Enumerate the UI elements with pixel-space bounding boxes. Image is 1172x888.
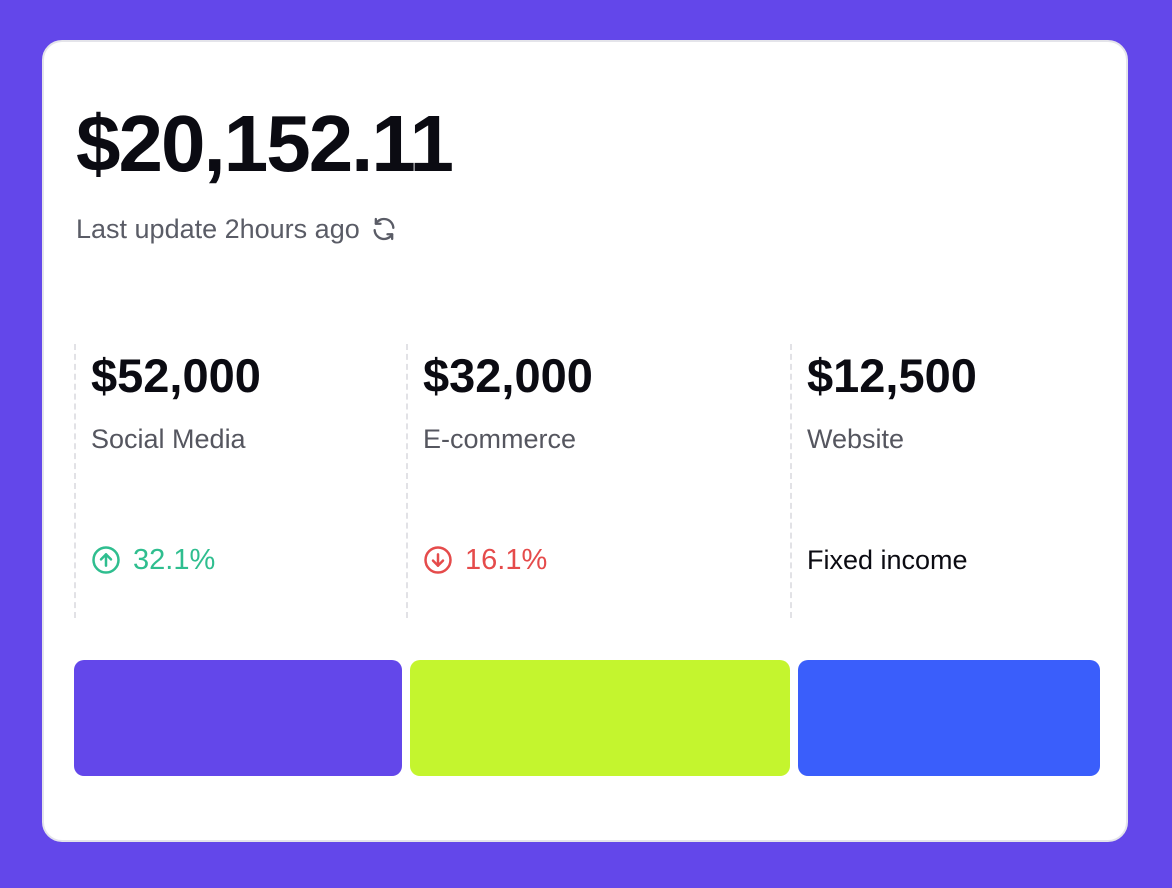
source-label: E-commerce [423,424,577,454]
source-social-media: $52,000 Social Media 32.1% [74,344,406,618]
arrow-down-circle-icon [423,545,453,575]
source-label: Social Media [91,424,246,454]
bar-e-commerce [410,660,790,776]
last-update-text: Last update 2hours ago [76,214,360,244]
source-change: 16.1% [423,542,547,578]
source-change: Fixed income [807,542,968,578]
change-value: 16.1% [465,544,548,576]
last-update-row: Last update 2hours ago [76,212,398,246]
refresh-icon[interactable] [370,215,398,243]
change-value: Fixed income [807,545,968,575]
revenue-card: $20,152.11 Last update 2hours ago $52,00… [42,40,1128,842]
source-label: Website [807,424,905,454]
source-website: $12,500 Website Fixed income [790,344,1098,618]
source-amount: $52,000 [91,349,261,402]
source-change: 32.1% [91,542,215,578]
bar-social-media [74,660,402,776]
source-amount: $12,500 [807,349,977,402]
arrow-up-circle-icon [91,545,121,575]
bar-website [798,660,1100,776]
total-balance: $20,152.11 [76,99,454,188]
change-value: 32.1% [133,544,216,576]
source-e-commerce: $32,000 E-commerce 16.1% [406,344,790,618]
source-amount: $32,000 [423,349,593,402]
